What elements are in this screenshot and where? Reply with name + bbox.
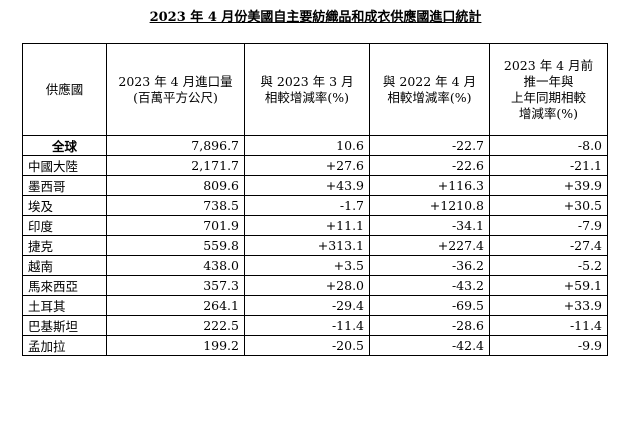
vs-mar-2023-cell: +11.1	[244, 215, 370, 236]
country-cell: 馬來西亞	[22, 275, 107, 296]
ytd-change-cell: +59.1	[489, 275, 608, 296]
country-cell: 中國大陸	[22, 155, 107, 176]
country-cell: 孟加拉	[22, 335, 107, 356]
table-row: 土耳其 264.1 -29.4 -69.5 +33.9	[22, 295, 608, 316]
vs-apr-2022-cell: -34.1	[369, 215, 490, 236]
country-cell: 巴基斯坦	[22, 315, 107, 336]
header-line: 相較增減率(%)	[387, 89, 472, 105]
import-statistics-table: 供應國 2023 年 4 月進口量 (百萬平方公尺) 與 2023 年 3 月 …	[22, 43, 608, 356]
imports-cell: 809.6	[106, 175, 245, 196]
table-row: 埃及 738.5 -1.7 +1210.8 +30.5	[22, 195, 608, 216]
ytd-change-cell: -11.4	[489, 315, 608, 336]
imports-cell: 701.9	[106, 215, 245, 236]
table-row: 越南 438.0 +3.5 -36.2 -5.2	[22, 255, 608, 276]
ytd-change-cell: -21.1	[489, 155, 608, 176]
imports-cell: 222.5	[106, 315, 245, 336]
table-row-total: 全球 7,896.7 10.6 -22.7 -8.0	[22, 135, 608, 156]
country-cell: 土耳其	[22, 295, 107, 316]
vs-apr-2022-cell: +227.4	[369, 235, 490, 256]
table-header-row: 供應國 2023 年 4 月進口量 (百萬平方公尺) 與 2023 年 3 月 …	[22, 43, 608, 136]
vs-mar-2023-cell: +313.1	[244, 235, 370, 256]
vs-apr-2022-cell: -43.2	[369, 275, 490, 296]
ytd-change-cell: -27.4	[489, 235, 608, 256]
ytd-change-cell: -9.9	[489, 335, 608, 356]
header-ytd-change: 2023 年 4 月前 推一年與 上年同期相較 增減率(%)	[489, 43, 608, 136]
vs-apr-2022-cell: -22.6	[369, 155, 490, 176]
ytd-change-cell: -7.9	[489, 215, 608, 236]
header-line: 與 2023 年 3 月	[260, 73, 354, 89]
vs-mar-2023-cell: -20.5	[244, 335, 370, 356]
country-cell: 埃及	[22, 195, 107, 216]
vs-apr-2022-cell: -36.2	[369, 255, 490, 276]
header-vs-apr-2022: 與 2022 年 4 月 相較增減率(%)	[369, 43, 490, 136]
imports-cell: 7,896.7	[106, 135, 245, 156]
table-row: 印度 701.9 +11.1 -34.1 -7.9	[22, 215, 608, 236]
header-line: 相較增減率(%)	[264, 89, 350, 105]
table-row: 墨西哥 809.6 +43.9 +116.3 +39.9	[22, 175, 608, 196]
ytd-change-cell: -5.2	[489, 255, 608, 276]
document-title: 2023 年 4 月份美國自主要紡織品和成衣供應國進口統計	[149, 10, 482, 25]
imports-cell: 738.5	[106, 195, 245, 216]
vs-apr-2022-cell: +116.3	[369, 175, 490, 196]
imports-cell: 559.8	[106, 235, 245, 256]
header-line: (百萬平方公尺)	[133, 89, 218, 105]
vs-apr-2022-cell: -69.5	[369, 295, 490, 316]
header-line: 供應國	[45, 81, 84, 97]
vs-apr-2022-cell: +1210.8	[369, 195, 490, 216]
table-row: 巴基斯坦 222.5 -11.4 -28.6 -11.4	[22, 315, 608, 336]
vs-mar-2023-cell: +28.0	[244, 275, 370, 296]
ytd-change-cell: +39.9	[489, 175, 608, 196]
imports-cell: 264.1	[106, 295, 245, 316]
country-cell: 捷克	[22, 235, 107, 256]
vs-apr-2022-cell: -42.4	[369, 335, 490, 356]
country-cell: 印度	[22, 215, 107, 236]
vs-apr-2022-cell: -28.6	[369, 315, 490, 336]
table-row: 馬來西亞 357.3 +28.0 -43.2 +59.1	[22, 275, 608, 296]
country-cell: 越南	[22, 255, 107, 276]
imports-cell: 357.3	[106, 275, 245, 296]
header-line: 上年同期相較	[510, 89, 586, 105]
table-row: 孟加拉 199.2 -20.5 -42.4 -9.9	[22, 335, 608, 356]
country-cell: 墨西哥	[22, 175, 107, 196]
vs-mar-2023-cell: +27.6	[244, 155, 370, 176]
country-cell: 全球	[22, 135, 107, 156]
header-line: 2023 年 4 月前	[503, 57, 594, 73]
ytd-change-cell: +30.5	[489, 195, 608, 216]
table-row: 中國大陸 2,171.7 +27.6 -22.6 -21.1	[22, 155, 608, 176]
header-imports: 2023 年 4 月進口量 (百萬平方公尺)	[106, 43, 245, 136]
imports-cell: 199.2	[106, 335, 245, 356]
ytd-change-cell: -8.0	[489, 135, 608, 156]
vs-apr-2022-cell: -22.7	[369, 135, 490, 156]
table-row: 捷克 559.8 +313.1 +227.4 -27.4	[22, 235, 608, 256]
header-line: 與 2022 年 4 月	[382, 73, 477, 89]
header-line: 增減率(%)	[518, 105, 579, 121]
imports-cell: 2,171.7	[106, 155, 245, 176]
header-line: 2023 年 4 月進口量	[118, 73, 233, 89]
vs-mar-2023-cell: -29.4	[244, 295, 370, 316]
vs-mar-2023-cell: -11.4	[244, 315, 370, 336]
ytd-change-cell: +33.9	[489, 295, 608, 316]
vs-mar-2023-cell: +43.9	[244, 175, 370, 196]
vs-mar-2023-cell: 10.6	[244, 135, 370, 156]
header-country: 供應國	[22, 43, 107, 136]
header-vs-mar-2023: 與 2023 年 3 月 相較增減率(%)	[244, 43, 370, 136]
header-line: 推一年與	[523, 73, 574, 89]
imports-cell: 438.0	[106, 255, 245, 276]
vs-mar-2023-cell: +3.5	[244, 255, 370, 276]
vs-mar-2023-cell: -1.7	[244, 195, 370, 216]
